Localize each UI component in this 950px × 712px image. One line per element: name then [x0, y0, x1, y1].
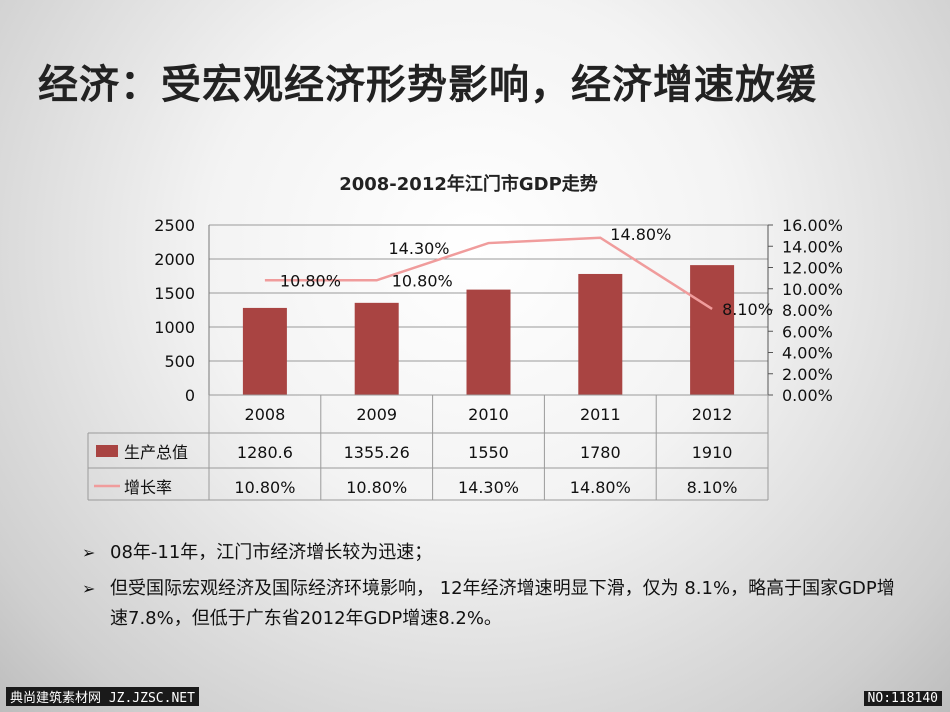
watermark-site: 典尚建筑素材网 JZ.JZSC.NET: [6, 687, 199, 706]
y-right-tick-label: 0.00%: [782, 386, 833, 405]
table-cell: 1780: [580, 443, 621, 462]
arrow-bullet-icon: ➢: [82, 543, 96, 562]
bullet-item: ➢ 但受国际宏观经济及国际经济环境影响， 12年经济增速明显下滑，仅为 8.1%…: [80, 574, 910, 634]
data-label: 14.80%: [610, 225, 671, 244]
bar: [466, 289, 511, 395]
growth-rate-line: [264, 236, 713, 310]
legend-label: 增长率: [124, 478, 172, 497]
y-left-tick-label: 2000: [154, 250, 195, 269]
y-left-tick-label: 0: [185, 386, 195, 405]
y-right-tick-label: 4.00%: [782, 344, 833, 363]
chart-title: 2008-2012年江门市GDP走势: [339, 173, 598, 195]
x-tick-label: 2008: [245, 405, 286, 424]
table-cell: 14.80%: [570, 478, 631, 497]
y-right-tick-label: 14.00%: [782, 237, 843, 256]
table-cell: 14.30%: [458, 478, 519, 497]
bullet-text: 但受国际宏观经济及国际经济环境影响， 12年经济增速明显下滑，仅为 8.1%，略…: [110, 578, 895, 629]
table-cell: 1550: [468, 443, 509, 462]
legend-label: 生产总值: [124, 443, 188, 462]
bullet-text: 08年-11年，江门市经济增长较为迅速；: [110, 542, 433, 563]
table-cell: 10.80%: [346, 478, 407, 497]
slide-title: 经济：受宏观经济形势影响，经济增速放缓: [38, 62, 817, 108]
y-right-tick-label: 12.00%: [782, 259, 843, 278]
data-label: 14.30%: [389, 239, 450, 258]
bullet-item: ➢ 08年-11年，江门市经济增长较为迅速；: [80, 538, 910, 568]
y-right-tick-label: 2.00%: [782, 365, 833, 384]
x-tick-label: 2009: [356, 405, 397, 424]
data-label: 10.80%: [280, 271, 341, 290]
y-right-tick-label: 8.00%: [782, 301, 833, 320]
y-right-tick-label: 16.00%: [782, 216, 843, 235]
x-tick-label: 2011: [580, 405, 621, 424]
y-right-tick-label: 6.00%: [782, 322, 833, 341]
x-tick-label: 2012: [692, 405, 733, 424]
watermark-number: NO:118140: [863, 691, 942, 706]
bar: [354, 302, 399, 395]
y-right-tick-label: 10.00%: [782, 280, 843, 299]
y-left-tick-label: 2500: [154, 216, 195, 235]
bar: [242, 307, 287, 395]
y-left-tick-label: 500: [164, 352, 195, 371]
gdp-chart: 2008-2012年江门市GDP走势 0 500 1000 1500 2000 2500 0.…: [87, 173, 843, 501]
arrow-bullet-icon: ➢: [82, 579, 96, 598]
data-label: 8.10%: [722, 300, 773, 319]
table-cell: 10.80%: [234, 478, 295, 497]
x-tick-label: 2010: [468, 405, 509, 424]
data-label: 10.80%: [392, 271, 453, 290]
table-cell: 1280.6: [237, 443, 293, 462]
bar: [578, 273, 623, 395]
y-left-tick-label: 1500: [154, 284, 195, 303]
table-cell: 1355.26: [344, 443, 410, 462]
bullet-list: ➢ 08年-11年，江门市经济增长较为迅速； ➢ 但受国际宏观经济及国际经济环境…: [80, 538, 910, 640]
y-left-tick-label: 1000: [154, 318, 195, 337]
table-cell: 8.10%: [687, 478, 738, 497]
legend-swatch-bar: [96, 445, 118, 457]
bar: [690, 265, 735, 395]
table-cell: 1910: [692, 443, 733, 462]
